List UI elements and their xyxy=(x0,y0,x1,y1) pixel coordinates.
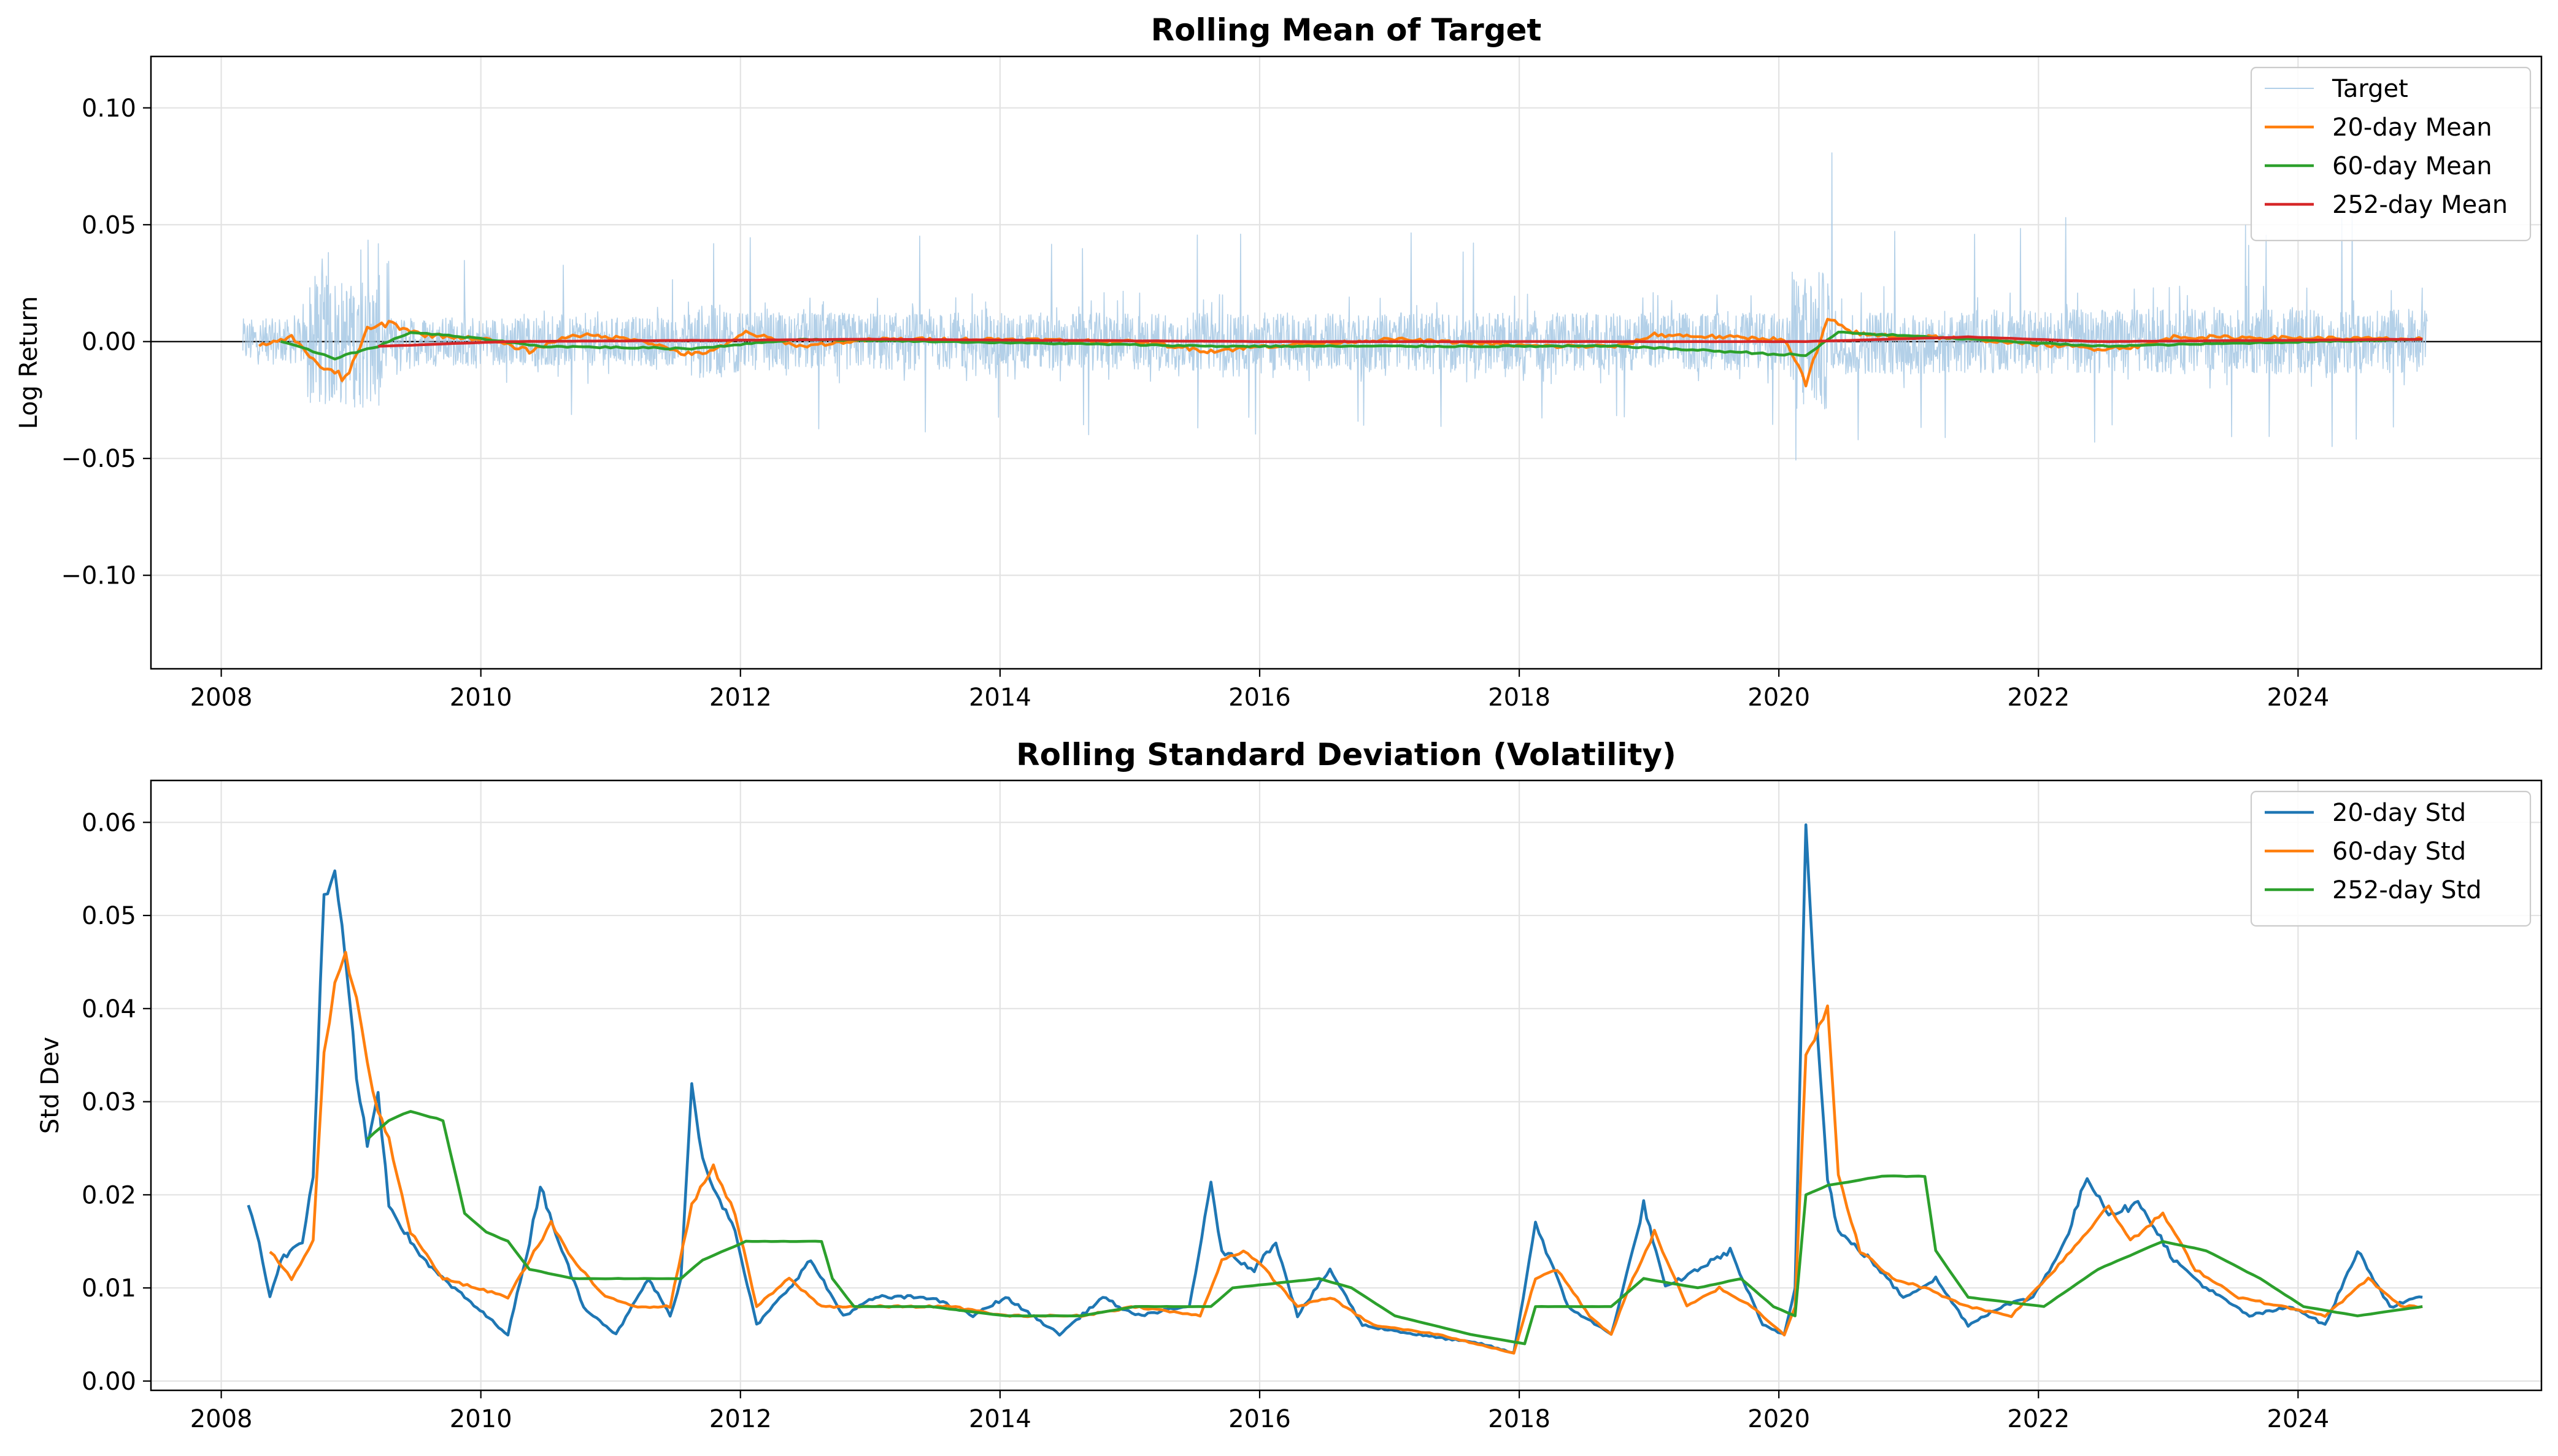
y-tick-label: 0.02 xyxy=(82,1181,136,1209)
x-tick-label: 2024 xyxy=(2267,1405,2329,1433)
series-line-60-day-std xyxy=(269,950,2423,1355)
series-line-252-day-std xyxy=(366,1110,2423,1346)
series-line-60-day-mean xyxy=(280,330,2423,361)
legend-box xyxy=(2250,790,2532,927)
legend-label-target: Target xyxy=(2332,75,2408,103)
x-tick-label: 2012 xyxy=(709,684,772,712)
y-tick-label: −0.05 xyxy=(61,445,136,473)
x-tick-label: 2024 xyxy=(2267,684,2329,712)
rolling-mean-panel: 2008 2010 2012 2014 2016 2018 2020 2022 2024 −0.… xyxy=(15,12,2543,712)
rolling-mean-title: Rolling Mean of Target xyxy=(1151,12,1542,48)
y-tick-label: 0.00 xyxy=(82,1368,136,1396)
y-tick-label: 0.06 xyxy=(82,809,136,837)
series-line-20-day-std xyxy=(247,823,2423,1354)
x-tick-label: 2018 xyxy=(1488,684,1551,712)
rolling-mean-legend: Target 20-day Mean 60-day Mean 252-day Mean xyxy=(2250,66,2532,242)
rolling-mean-y-axis-label: Log Return xyxy=(15,296,43,429)
rolling-std-title: Rolling Standard Deviation (Volatility) xyxy=(1016,737,1676,772)
y-tick-label: 0.01 xyxy=(82,1274,136,1303)
y-tick-label: 0.03 xyxy=(82,1088,136,1117)
legend-label-60-day-mean: 60-day Mean xyxy=(2332,152,2492,180)
rolling-std-x-ticks: 2008 2010 2012 2014 2016 2018 2020 2022 2024 xyxy=(190,1390,2329,1433)
x-tick-label: 2018 xyxy=(1488,1405,1551,1433)
y-tick-label: 0.04 xyxy=(82,995,136,1023)
x-tick-label: 2020 xyxy=(1747,1405,1810,1433)
series-line-20-day-mean xyxy=(258,318,2424,388)
rolling-mean-series xyxy=(242,152,2428,461)
y-tick-label: −0.10 xyxy=(61,562,136,590)
rolling-std-y-ticks: 0.00 0.01 0.02 0.03 0.04 0.05 0.06 xyxy=(82,809,151,1396)
series-line-target xyxy=(242,152,2428,461)
rolling-std-legend: 20-day Std 60-day Std 252-day Std xyxy=(2250,790,2532,927)
x-tick-label: 2016 xyxy=(1228,1405,1291,1433)
x-tick-label: 2012 xyxy=(709,1405,772,1433)
x-tick-label: 2010 xyxy=(450,1405,512,1433)
x-tick-label: 2020 xyxy=(1747,684,1810,712)
legend-label-252-day-std: 252-day Std xyxy=(2332,876,2482,904)
legend-box xyxy=(2250,66,2532,242)
rolling-std-axes-frame xyxy=(150,779,2543,1392)
rolling-mean-x-ticks: 2008 2010 2012 2014 2016 2018 2020 2022 2024 xyxy=(190,669,2329,712)
x-tick-label: 2022 xyxy=(2007,684,2070,712)
legend-label-60-day-std: 60-day Std xyxy=(2332,838,2466,866)
x-tick-label: 2008 xyxy=(190,684,253,712)
y-tick-label: 0.05 xyxy=(82,211,136,239)
y-tick-label: 0.05 xyxy=(82,902,136,930)
rolling-std-series xyxy=(247,823,2423,1355)
rolling-std-panel: 2008 2010 2012 2014 2016 2018 2020 2022 2024 0.0… xyxy=(36,737,2543,1433)
y-tick-label: 0.10 xyxy=(82,94,136,123)
y-tick-label: 0.00 xyxy=(82,328,136,356)
x-tick-label: 2022 xyxy=(2007,1405,2070,1433)
x-tick-label: 2008 xyxy=(190,1405,253,1433)
x-tick-label: 2014 xyxy=(969,1405,1031,1433)
rolling-std-y-axis-label: Std Dev xyxy=(36,1037,64,1134)
x-tick-label: 2014 xyxy=(969,684,1031,712)
rolling-mean-axes-frame xyxy=(150,55,2543,670)
rolling-mean-y-ticks: −0.10 −0.05 0.00 0.05 0.10 xyxy=(61,94,151,590)
rolling-std-grid xyxy=(151,780,2541,1390)
x-tick-label: 2016 xyxy=(1228,684,1291,712)
legend-label-20-day-std: 20-day Std xyxy=(2332,799,2466,827)
legend-label-252-day-mean: 252-day Mean xyxy=(2332,191,2508,219)
x-tick-label: 2010 xyxy=(450,684,512,712)
legend-label-20-day-mean: 20-day Mean xyxy=(2332,114,2492,142)
series-line-252-day-mean xyxy=(378,335,2423,348)
